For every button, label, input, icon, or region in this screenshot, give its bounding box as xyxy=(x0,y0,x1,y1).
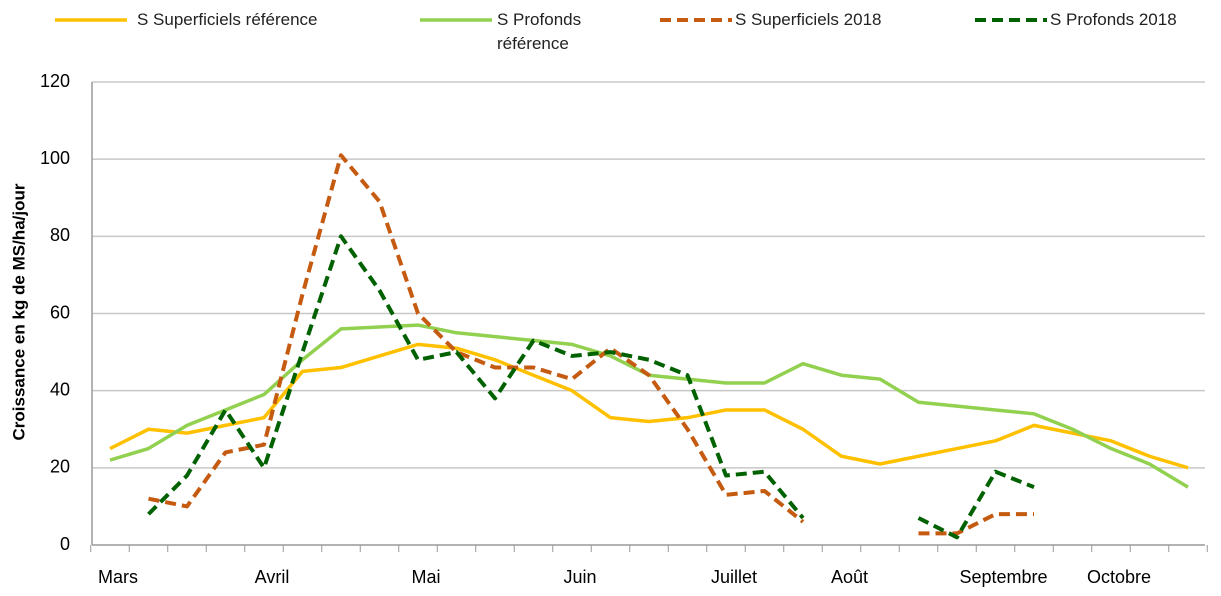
y-tick-label: 40 xyxy=(50,379,70,399)
y-tick-label: 60 xyxy=(50,302,70,322)
x-tick-label: Mai xyxy=(411,567,440,587)
x-tick-label: Octobre xyxy=(1087,567,1151,587)
y-tick-label: 120 xyxy=(40,71,70,91)
x-tick-label: Septembre xyxy=(959,567,1047,587)
y-tick-label: 0 xyxy=(60,534,70,554)
series-line xyxy=(148,153,1034,536)
x-tick-label: Mars xyxy=(98,567,138,587)
legend-label: S Superficiels 2018 xyxy=(735,10,882,29)
series-line xyxy=(109,342,1189,470)
legend-label: S Superficiels référence xyxy=(137,10,318,29)
legend-label: S Profonds 2018 xyxy=(1050,10,1177,29)
x-tick-label: Avril xyxy=(255,567,290,587)
x-tick-label: Juillet xyxy=(711,567,757,587)
y-tick-label: 80 xyxy=(50,225,70,245)
legend-label: S Profonds référence xyxy=(497,10,582,53)
y-axis-label: Croissance en kg de MS/ha/jour xyxy=(9,183,28,440)
y-tick-label: 20 xyxy=(50,457,70,477)
x-tick-label: Août xyxy=(831,567,868,587)
y-tick-label: 100 xyxy=(40,148,70,168)
x-tick-label: Juin xyxy=(563,567,596,587)
series-line xyxy=(147,234,1035,540)
